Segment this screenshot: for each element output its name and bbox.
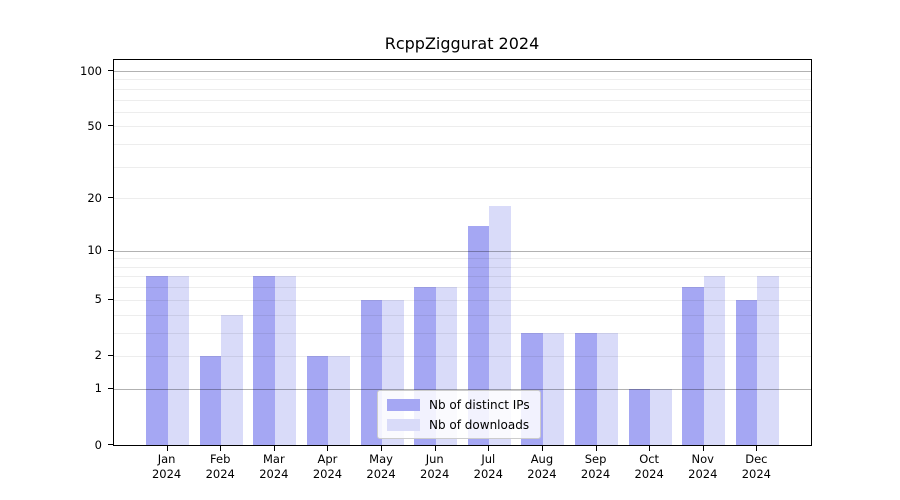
x-axis-tick xyxy=(273,445,275,451)
legend-swatch-distinct-ips-icon xyxy=(387,398,420,411)
x-axis-tick xyxy=(488,445,490,451)
gridline-major xyxy=(114,250,811,252)
legend-label: Nb of distinct IPs xyxy=(429,397,530,412)
x-axis-tick xyxy=(702,445,704,451)
x-tick-label: Oct 2024 xyxy=(634,452,664,481)
bar-distinct-ips-may xyxy=(360,299,383,445)
gridline-minor xyxy=(114,144,811,146)
y-axis-tick xyxy=(108,197,114,199)
bar-distinct-ips-dec xyxy=(735,299,758,445)
gridline-minor xyxy=(114,276,811,278)
x-axis-tick xyxy=(381,445,383,451)
gridline-major xyxy=(114,388,811,390)
gridline-minor xyxy=(114,258,811,260)
bar-downloads-feb xyxy=(221,314,243,445)
x-axis-tick xyxy=(541,445,543,451)
x-tick-label: Apr 2024 xyxy=(312,452,343,481)
gridline-minor xyxy=(114,99,811,101)
x-tick-label: Feb 2024 xyxy=(205,452,235,481)
gridline-minor xyxy=(114,126,811,128)
bar-distinct-ips-nov xyxy=(682,287,704,445)
gridline-minor xyxy=(114,166,811,168)
legend: Nb of distinct IPs Nb of downloads xyxy=(377,390,541,439)
y-tick-label: 10 xyxy=(87,243,102,258)
x-tick-label: Jan 2024 xyxy=(151,452,182,481)
gridline-minor xyxy=(114,355,811,357)
bar-distinct-ips-mar xyxy=(253,276,275,445)
y-axis-tick xyxy=(108,444,114,445)
x-tick-label: Mar 2024 xyxy=(259,452,289,481)
legend-label: Nb of downloads xyxy=(429,417,530,432)
x-tick-label: Sep 2024 xyxy=(580,452,611,481)
gridline-minor xyxy=(114,332,811,334)
x-axis-tick xyxy=(220,445,222,451)
bar-downloads-mar xyxy=(274,276,297,445)
y-axis-tick xyxy=(108,298,114,300)
x-axis-tick xyxy=(649,445,651,451)
gridline-minor xyxy=(114,111,811,113)
bar-downloads-sep xyxy=(596,332,619,445)
x-tick-label: Nov 2024 xyxy=(688,452,718,481)
x-tick-label: Jun 2024 xyxy=(420,452,450,481)
gridline-minor xyxy=(114,88,811,90)
bar-distinct-ips-oct xyxy=(628,388,651,445)
bar-distinct-ips-apr xyxy=(306,355,329,445)
y-tick-label: 5 xyxy=(94,292,102,307)
x-tick-label: Aug 2024 xyxy=(527,452,557,481)
x-tick-label: May 2024 xyxy=(366,452,396,481)
legend-item: Nb of downloads xyxy=(387,416,530,433)
legend-swatch-downloads-icon xyxy=(387,418,420,431)
plot-area xyxy=(113,59,812,446)
y-axis-tick xyxy=(108,125,114,127)
bar-downloads-oct xyxy=(650,388,672,445)
bar-downloads-aug xyxy=(542,332,565,445)
y-tick-label: 0 xyxy=(94,437,102,452)
gridline-major xyxy=(114,71,811,72)
bar-downloads-apr xyxy=(328,355,350,445)
x-axis-tick xyxy=(434,445,436,451)
x-axis-tick xyxy=(595,445,597,451)
y-tick-label: 2 xyxy=(94,348,102,363)
gridline-minor xyxy=(114,266,811,268)
y-tick-label: 50 xyxy=(87,118,102,133)
y-axis-tick xyxy=(108,387,114,389)
x-tick-label: Jul 2024 xyxy=(473,452,503,481)
bar-distinct-ips-feb xyxy=(199,355,222,445)
legend-item: Nb of distinct IPs xyxy=(387,396,530,413)
bar-distinct-ips-sep xyxy=(575,332,597,445)
y-tick-label: 20 xyxy=(87,190,102,205)
gridline-minor xyxy=(114,198,811,200)
y-axis-tick xyxy=(108,249,114,251)
chart-title: RcppZiggurat 2024 xyxy=(384,34,540,53)
y-tick-label: 100 xyxy=(80,63,102,78)
x-axis-tick xyxy=(327,445,329,451)
gridline-minor xyxy=(114,314,811,316)
x-axis-tick xyxy=(756,445,758,451)
bar-downloads-nov xyxy=(703,276,726,445)
y-axis-tick xyxy=(108,70,114,71)
x-axis-tick xyxy=(166,445,168,451)
gridline-minor xyxy=(114,299,811,301)
bar-downloads-jul xyxy=(489,206,511,445)
bar-distinct-ips-jan xyxy=(146,276,168,445)
y-tick-label: 1 xyxy=(94,381,102,396)
gridline-minor xyxy=(114,79,811,81)
bar-downloads-jan xyxy=(167,276,190,445)
bar-downloads-dec xyxy=(757,276,779,445)
y-axis-tick xyxy=(108,354,114,356)
gridline-minor xyxy=(114,287,811,289)
x-tick-label: Dec 2024 xyxy=(741,452,772,481)
